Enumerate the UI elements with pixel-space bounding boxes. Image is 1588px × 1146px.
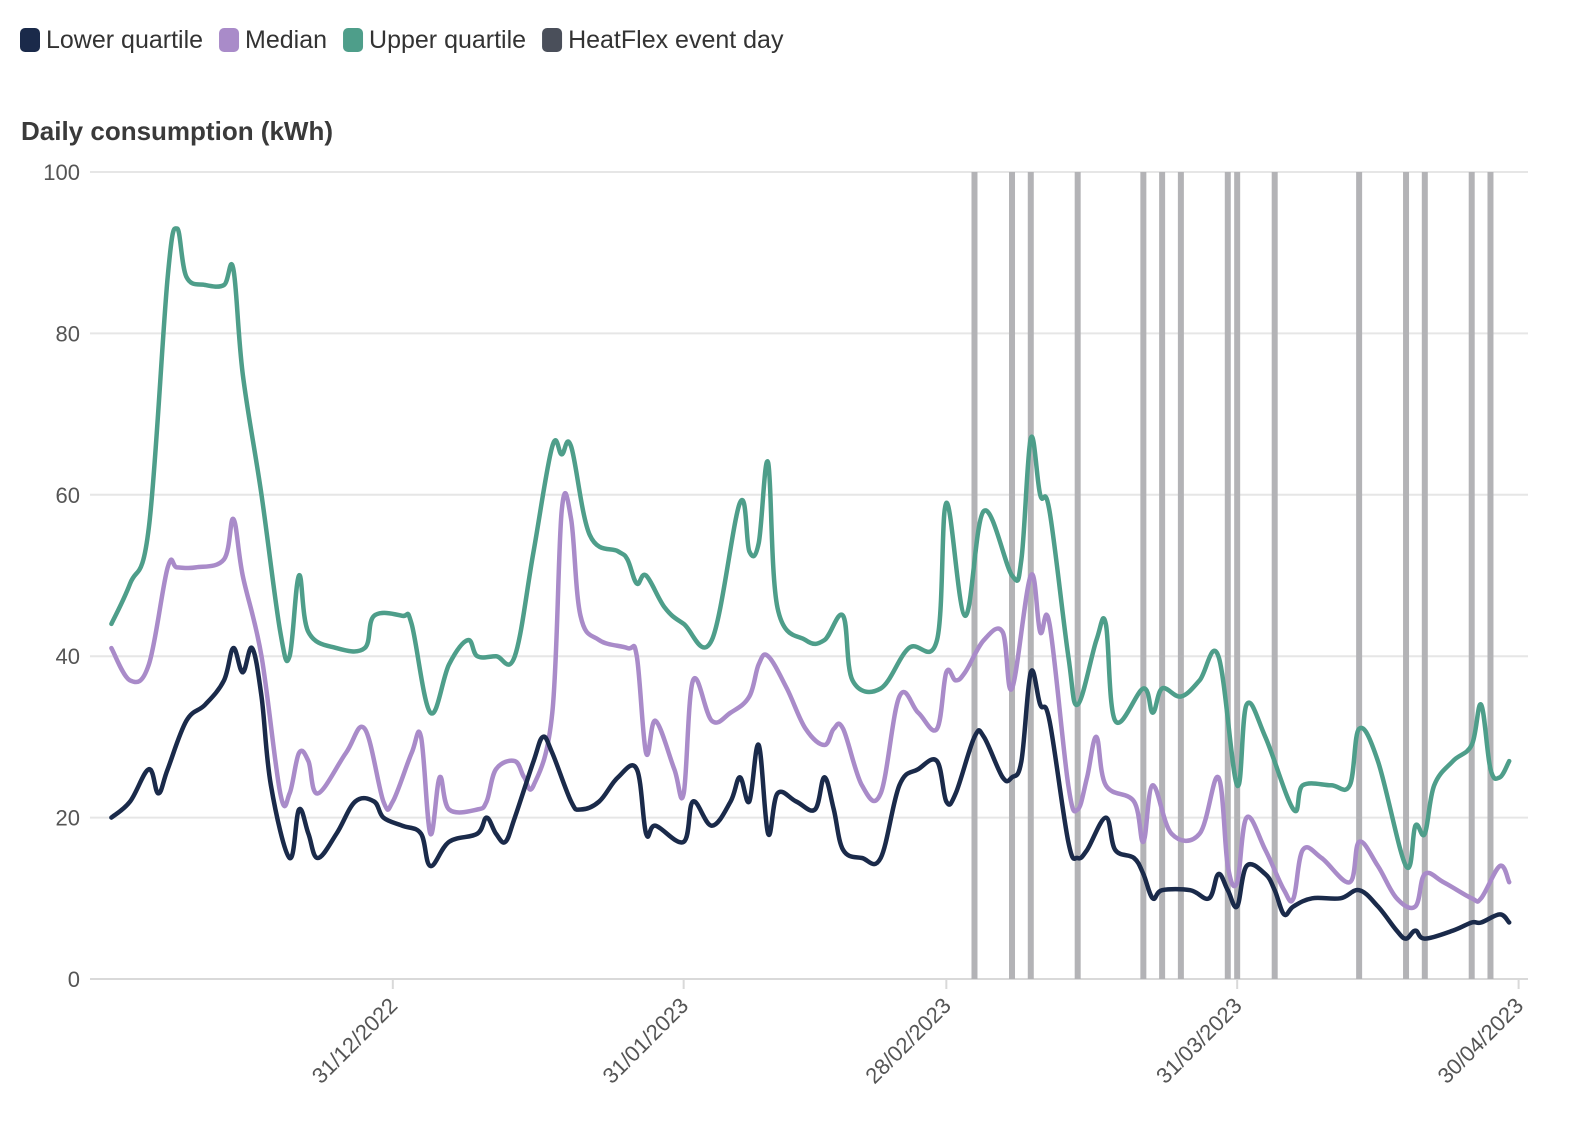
- legend-label: Upper quartile: [369, 26, 526, 54]
- y-tick-label: 100: [43, 160, 80, 185]
- legend-label: Median: [245, 26, 327, 54]
- y-axis-ticks: 0 20 40 60 80 100: [43, 160, 80, 992]
- legend-swatch: [20, 28, 40, 52]
- legend-swatch: [343, 28, 364, 52]
- y-axis-label: Daily consumption (kWh): [21, 116, 333, 146]
- legend: Lower quartile Median Upper quartile HeatFl…: [20, 26, 784, 54]
- series-line-median: [109, 491, 1512, 911]
- gridlines: [90, 171, 1528, 980]
- legend-label: HeatFlex event day: [568, 26, 784, 54]
- x-tick-label: 28/02/2023: [860, 993, 956, 1089]
- y-tick-label: 80: [56, 321, 80, 346]
- series-line-upper-quartile: [109, 226, 1512, 871]
- y-tick-label: 60: [56, 483, 80, 508]
- series-lines: [109, 226, 1512, 941]
- legend-swatch: [542, 28, 563, 52]
- series-line-lower-quartile: [109, 645, 1512, 941]
- legend-item[interactable]: Lower quartile: [20, 26, 203, 54]
- legend-item[interactable]: HeatFlex event day: [542, 26, 784, 54]
- x-tick-label: 31/03/2023: [1151, 993, 1247, 1089]
- x-tick-label: 31/01/2023: [598, 993, 694, 1089]
- x-axis-ticks: 31/12/2022 31/01/2023 28/02/2023 31/03/2023…: [307, 979, 1528, 1088]
- x-tick-label: 30/04/2023: [1433, 993, 1529, 1089]
- y-tick-label: 0: [68, 967, 80, 992]
- y-tick-label: 20: [56, 806, 80, 831]
- legend-label: Lower quartile: [46, 26, 203, 54]
- legend-item[interactable]: Median: [219, 26, 327, 54]
- legend-swatch: [219, 28, 240, 52]
- legend-item[interactable]: Upper quartile: [343, 26, 526, 54]
- y-tick-label: 40: [56, 644, 80, 669]
- x-tick-label: 31/12/2022: [307, 993, 403, 1089]
